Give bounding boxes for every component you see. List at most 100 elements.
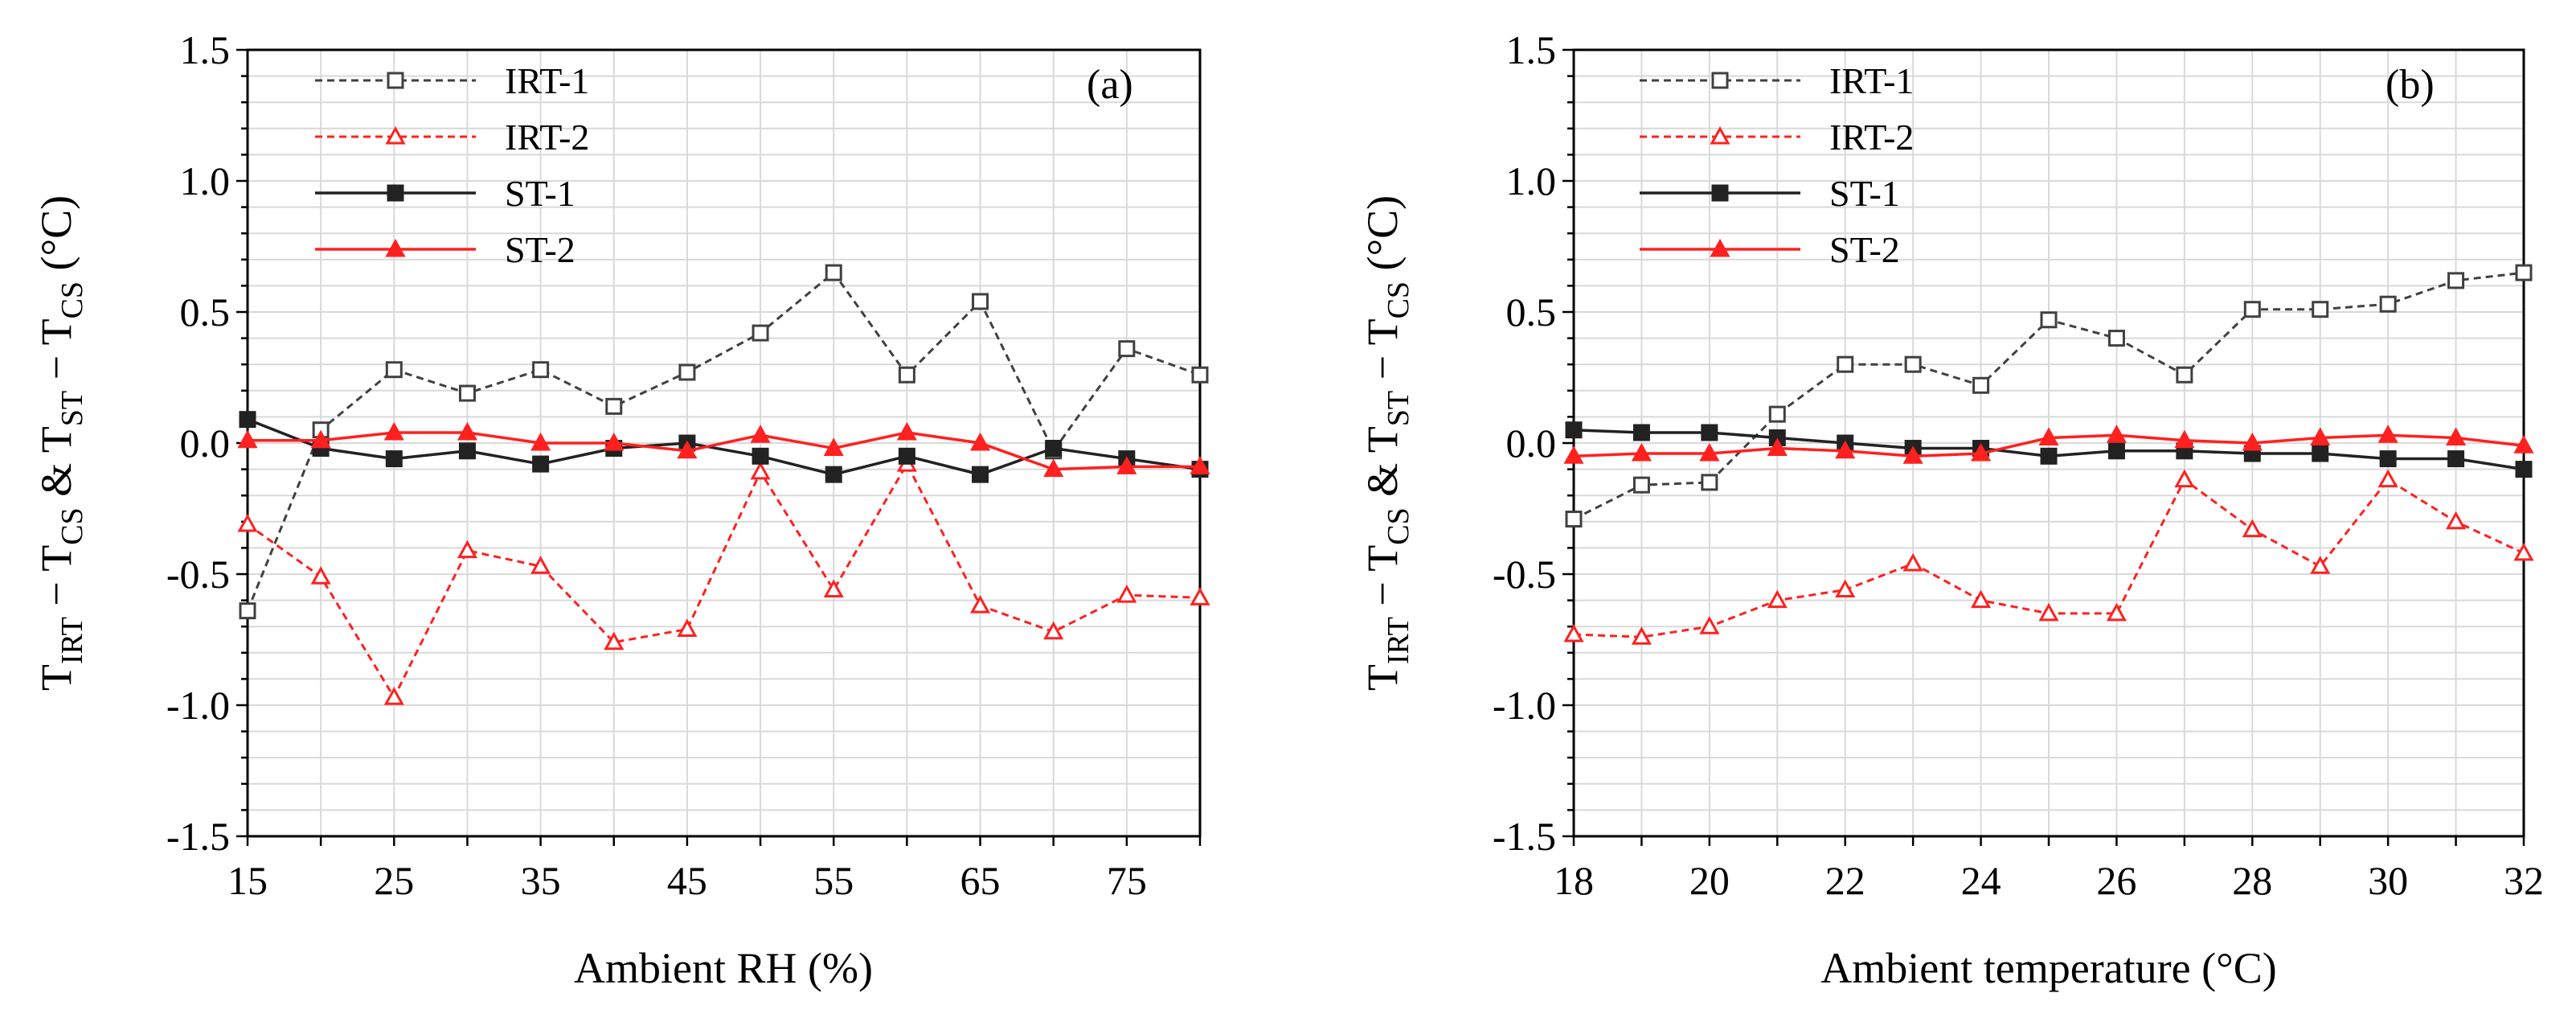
y-tick-label: 0.0: [180, 421, 231, 466]
series-irt-1: [1565, 264, 2533, 528]
panel-a-y-tick-labels: -1.5 -1.0 -0.5 0.0 0.5 1.0 1.5: [166, 27, 230, 859]
panel-a-legend: IRT-1 IRT-2 ST-1 ST-2: [315, 60, 589, 270]
data-point-st-2: [1563, 445, 1584, 464]
x-tick-label: 25: [374, 858, 414, 903]
y-tick-label: -1.0: [1493, 683, 1556, 728]
y-tick-label: 1.0: [180, 158, 231, 203]
data-point-st-2: [1116, 456, 1137, 474]
data-point-st-2: [896, 421, 917, 441]
legend-marker: [385, 238, 406, 257]
legend-label: IRT-1: [1829, 60, 1914, 101]
data-point-st-2: [2513, 435, 2534, 454]
data-point-irt-2: [2174, 469, 2195, 488]
data-point-st-2: [237, 429, 258, 449]
data-point-st-2: [1043, 458, 1064, 478]
legend-marker: [385, 125, 406, 145]
data-point-irt-1: [1565, 511, 1583, 528]
data-point-irt-1: [972, 293, 989, 310]
panel-a-chart: -1.5-1.0-0.50.00.51.01.5 15 25 35 45 55 65 75 …: [32, 27, 1210, 992]
data-point-st-2: [2038, 427, 2059, 445]
panel-b-y-axis-label: TIRT − TCS & TST − TCS (°C): [1358, 195, 1415, 691]
y-tick-label: 0.5: [1506, 289, 1557, 335]
data-point-irt-2: [2242, 519, 2263, 538]
data-point-irt-2: [1043, 621, 1064, 640]
data-point-st-1: [898, 447, 915, 465]
data-point-irt-1: [2243, 301, 2261, 318]
data-point-irt-1: [532, 361, 550, 379]
data-point-irt-1: [2379, 295, 2397, 313]
legend-item-st-1: ST-1: [1640, 173, 1900, 214]
data-point-irt-2: [457, 540, 478, 559]
data-point-irt-2: [1835, 579, 1856, 598]
data-point-irt-1: [1972, 376, 1990, 394]
data-point-st-2: [2242, 432, 2263, 451]
panel-a-grid: [248, 50, 1200, 836]
x-tick-label: 30: [2368, 858, 2408, 903]
series-line-irt-1: [246, 270, 1201, 612]
x-tick-label: 28: [2232, 858, 2272, 903]
data-point-st-2: [2446, 427, 2467, 445]
panel-a-x-axis-label: Ambient RH (%): [574, 944, 873, 992]
data-point-st-2: [1971, 442, 1992, 462]
legend-marker: [387, 72, 404, 89]
legend-item-irt-1: IRT-1: [315, 60, 589, 101]
data-point-irt-2: [2513, 542, 2534, 561]
series-irt-2: [237, 453, 1210, 705]
legend-item-irt-2: IRT-2: [315, 117, 589, 158]
data-point-irt-2: [383, 687, 404, 705]
legend-label: IRT-1: [505, 60, 589, 101]
data-point-irt-1: [752, 324, 769, 342]
data-point-st-1: [972, 466, 989, 483]
data-point-st-2: [1902, 445, 1923, 464]
data-point-irt-2: [1767, 589, 1788, 609]
data-point-irt-1: [2515, 264, 2533, 281]
data-point-st-2: [2174, 429, 2195, 449]
data-point-irt-1: [2312, 301, 2329, 318]
y-tick-label: 1.5: [1506, 27, 1557, 72]
data-point-irt-2: [2106, 602, 2127, 622]
x-tick-label: 55: [813, 858, 854, 903]
data-point-irt-2: [1116, 584, 1137, 603]
data-point-st-2: [383, 421, 404, 441]
series-st-1: [239, 411, 1209, 483]
data-point-irt-1: [1904, 355, 1922, 373]
x-tick-label: 20: [1689, 858, 1730, 903]
data-point-irt-2: [2038, 602, 2059, 622]
x-tick-label: 15: [227, 858, 268, 903]
panel-b-grid: [1574, 50, 2524, 836]
data-point-irt-1: [678, 363, 696, 381]
legend-label: IRT-2: [1829, 117, 1914, 158]
data-point-st-1: [2447, 450, 2465, 468]
legend-label: ST-1: [1829, 173, 1900, 214]
data-point-irt-2: [2310, 556, 2331, 574]
x-tick-label: 65: [960, 858, 1001, 903]
data-point-irt-2: [1631, 626, 1652, 645]
y-tick-label: 1.0: [1506, 158, 1557, 203]
data-point-irt-1: [2107, 330, 2125, 347]
legend-item-irt-1: IRT-1: [1640, 60, 1914, 101]
data-point-irt-2: [1190, 587, 1210, 605]
x-tick-label: 18: [1554, 858, 1594, 903]
data-point-st-1: [2379, 450, 2397, 468]
data-point-irt-2: [1902, 552, 1923, 572]
data-point-st-1: [1565, 421, 1583, 439]
y-tick-label: -1.5: [166, 814, 230, 859]
panel-b-series: [1563, 264, 2534, 645]
data-point-st-1: [1045, 440, 1063, 458]
data-point-st-1: [2515, 461, 2533, 478]
panel-a-x-tick-labels: 15 25 35 45 55 65 75: [227, 858, 1147, 903]
legend-item-st-1: ST-1: [315, 173, 575, 214]
data-point-irt-1: [2040, 311, 2058, 329]
y-tick-label: 0.0: [1506, 421, 1557, 466]
data-point-st-2: [1699, 442, 1720, 462]
data-point-irt-2: [2446, 511, 2467, 530]
legend-marker: [1711, 184, 1729, 202]
data-point-irt-1: [458, 384, 476, 402]
data-point-st-2: [2106, 425, 2127, 443]
data-point-st-2: [2310, 427, 2331, 445]
x-tick-label: 35: [521, 858, 561, 903]
x-tick-label: 22: [1825, 858, 1865, 903]
data-point-st-2: [969, 432, 991, 451]
series-irt-2: [1563, 469, 2534, 645]
legend-label: ST-1: [505, 173, 575, 214]
